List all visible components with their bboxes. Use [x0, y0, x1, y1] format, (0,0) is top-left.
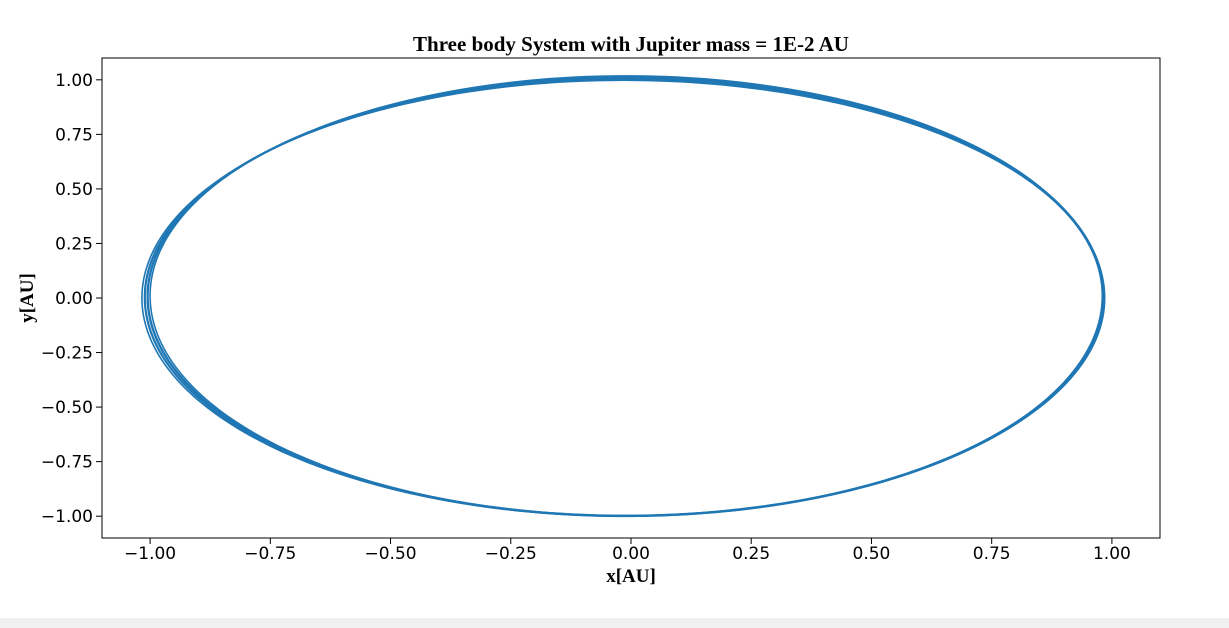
y-tick-label: 0.25: [55, 234, 93, 254]
chart-title: Three body System with Jupiter mass = 1E…: [413, 32, 849, 56]
x-axis-label: x[AU]: [606, 566, 656, 587]
x-tick-label: 0.75: [973, 544, 1011, 564]
plot-area-frame: [101, 57, 1161, 539]
y-axis-ticks: 1.00 0.75 0.50 0.25 0.00 −0.25 −0.50 −0.75 −1.00: [41, 71, 102, 527]
y-tick-label: −0.75: [41, 453, 93, 473]
x-tick-label: −0.50: [364, 544, 416, 564]
y-tick-label: 0.75: [55, 125, 93, 145]
y-tick-label: −1.00: [41, 507, 93, 527]
y-tick-label: 0.00: [55, 289, 93, 309]
x-tick-label: 0.25: [732, 544, 770, 564]
y-tick-label: 1.00: [55, 71, 93, 91]
x-tick-label: 1.00: [1093, 544, 1131, 564]
x-tick-label: −0.75: [244, 544, 296, 564]
orbit-series: [141, 75, 1106, 518]
y-tick-label: −0.25: [41, 344, 93, 364]
x-axis-ticks: −1.00 −0.75 −0.50 −0.25 0.00 0.25 0.50 0.75 1.00: [124, 538, 1131, 564]
x-tick-label: −1.00: [124, 544, 176, 564]
y-tick-label: −0.50: [41, 398, 93, 418]
y-tick-label: 0.50: [55, 180, 93, 200]
x-tick-label: 0.50: [853, 544, 891, 564]
orbit-path: [146, 76, 1105, 518]
y-axis-label: y[AU]: [17, 273, 38, 323]
x-tick-label: −0.25: [485, 544, 537, 564]
bottom-strip: [0, 618, 1229, 628]
x-tick-label: 0.00: [612, 544, 650, 564]
